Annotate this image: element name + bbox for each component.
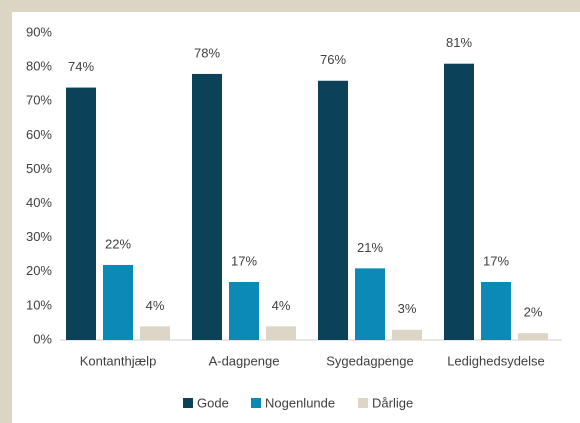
bar (518, 333, 548, 340)
bar (444, 63, 474, 340)
bar (392, 329, 422, 340)
data-label: 81% (446, 35, 472, 50)
legend-label: Dårlige (372, 395, 413, 410)
data-label: 76% (320, 52, 346, 67)
y-tick-label: 60% (26, 127, 52, 142)
bar (192, 73, 222, 340)
bar (355, 268, 385, 340)
x-tick-label: A-dagpenge (209, 353, 280, 368)
data-label: 74% (68, 59, 94, 74)
x-tick-label: Ledighedsydelse (447, 353, 545, 368)
y-tick-label: 40% (26, 195, 52, 210)
y-tick-label: 0% (33, 331, 52, 346)
y-tick-label: 50% (26, 161, 52, 176)
data-label: 17% (231, 253, 257, 268)
y-tick-label: 10% (26, 297, 52, 312)
data-label: 4% (146, 298, 165, 313)
y-tick-label: 20% (26, 263, 52, 278)
data-label: 4% (272, 298, 291, 313)
data-label: 2% (524, 305, 543, 320)
legend-swatch (358, 398, 368, 408)
data-label: 78% (194, 45, 220, 60)
legend-swatch (183, 398, 193, 408)
y-tick-label: 30% (26, 229, 52, 244)
bar (140, 326, 170, 340)
x-tick-label: Sygedagpenge (326, 353, 413, 368)
data-label: 21% (357, 240, 383, 255)
legend-label: Gode (197, 395, 229, 410)
legend-label: Nogenlunde (265, 395, 335, 410)
bar (481, 282, 511, 340)
data-label: 22% (105, 236, 131, 251)
y-tick-label: 80% (26, 59, 52, 74)
legend-swatch (251, 398, 261, 408)
y-tick-label: 70% (26, 93, 52, 108)
bar (266, 326, 296, 340)
bar (229, 282, 259, 340)
bar (318, 80, 348, 340)
bar (103, 264, 133, 340)
y-tick-label: 90% (26, 24, 52, 39)
panel (12, 12, 580, 423)
x-tick-label: Kontanthjælp (80, 353, 157, 368)
bar (66, 87, 96, 340)
data-label: 3% (398, 301, 417, 316)
data-label: 17% (483, 253, 509, 268)
